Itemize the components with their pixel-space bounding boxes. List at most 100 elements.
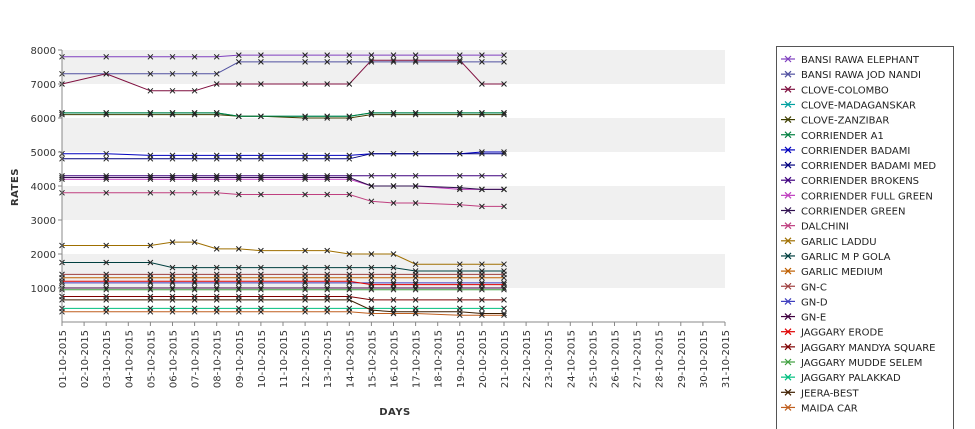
data-point <box>324 286 331 293</box>
data-point <box>479 286 485 293</box>
data-point <box>235 155 242 162</box>
data-point <box>258 264 264 271</box>
data-point <box>479 261 485 268</box>
data-point <box>324 308 331 315</box>
x-tick-label: 29-10-2015 <box>677 330 688 388</box>
axes: 1000 2000 3000 4000 5000 6000 7000 8000 01-10-20… <box>31 46 732 388</box>
x-tick-label: 16-10-2015 <box>390 330 401 388</box>
legend-marker <box>784 191 792 199</box>
data-point <box>191 174 198 181</box>
legend-marker <box>784 267 792 275</box>
x-tick-label: 13-10-2015 <box>323 330 334 388</box>
data-point <box>302 59 308 65</box>
data-point <box>147 286 154 293</box>
data-point <box>368 150 375 157</box>
data-point <box>302 81 308 87</box>
legend-item: JAGGARY PALAKKAD <box>781 373 901 384</box>
legend-item: GN-C <box>781 282 827 293</box>
legend-label: CORRIENDER BADAMI <box>801 146 910 157</box>
x-tick-label: 15-10-2015 <box>367 330 378 388</box>
data-point <box>456 271 463 278</box>
data-point <box>103 189 110 196</box>
data-point <box>324 191 331 198</box>
data-point <box>390 286 397 293</box>
legend-marker <box>784 313 792 320</box>
data-point <box>213 246 220 252</box>
x-axis-title: DAYS <box>379 407 411 418</box>
data-point <box>235 174 242 181</box>
series <box>59 174 507 193</box>
data-point <box>346 59 353 65</box>
legend-label: GARLIC MEDIUM <box>801 267 883 278</box>
legend-marker <box>784 222 792 230</box>
x-tick-label: 23-10-2015 <box>544 330 555 388</box>
data-point <box>479 312 485 319</box>
data-point <box>235 264 242 271</box>
x-tick-label: 27-10-2015 <box>633 330 644 388</box>
data-point <box>324 297 331 303</box>
data-point <box>258 278 264 285</box>
data-point <box>346 286 353 293</box>
data-point <box>169 286 176 293</box>
data-point <box>456 150 463 157</box>
data-point <box>191 297 198 303</box>
grid-band <box>62 152 725 186</box>
legend-marker <box>784 404 792 411</box>
data-point <box>368 52 375 58</box>
data-point <box>302 278 308 285</box>
data-point <box>368 251 375 257</box>
data-point <box>191 278 198 285</box>
data-point <box>191 308 198 315</box>
data-point <box>103 286 110 293</box>
data-point <box>390 297 397 303</box>
data-point <box>258 174 264 181</box>
data-point <box>302 247 308 254</box>
data-point <box>169 87 176 94</box>
data-point <box>456 57 463 64</box>
data-point <box>324 52 331 58</box>
data-point <box>213 189 220 196</box>
legend-item: GARLIC M P GOLA <box>781 252 891 263</box>
data-point <box>103 110 110 116</box>
data-point <box>368 110 375 116</box>
legend-marker <box>784 297 792 305</box>
data-point <box>456 52 463 58</box>
legend-item: GN-E <box>781 313 826 324</box>
data-point <box>346 155 353 162</box>
x-tick-label: 31-10-2015 <box>721 330 732 388</box>
data-point <box>169 271 176 278</box>
x-tick-label: 03-10-2015 <box>102 330 113 388</box>
data-point <box>368 271 375 278</box>
x-tick-label: 18-10-2015 <box>434 330 445 388</box>
data-point <box>324 81 331 87</box>
y-tick-label: 7000 <box>31 80 56 91</box>
data-point <box>191 110 198 116</box>
legend-label: CORRIENDER BROKENS <box>801 176 919 187</box>
legend-label: CORRIENDER FULL GREEN <box>801 191 933 202</box>
data-point <box>479 271 485 278</box>
y-tick-label: 6000 <box>31 114 56 125</box>
data-point <box>346 278 353 285</box>
data-point <box>169 278 176 285</box>
data-point <box>235 308 242 315</box>
legend-label: DALCHINI <box>801 222 849 233</box>
legend-marker <box>784 116 792 124</box>
data-point <box>412 52 419 58</box>
legend-label: GN-C <box>801 282 827 293</box>
data-point <box>213 155 220 162</box>
x-tick-label: 14-10-2015 <box>345 330 356 388</box>
legend-item: CLOVE-ZANZIBAR <box>781 116 889 127</box>
legend-marker <box>784 328 792 336</box>
data-point <box>412 271 419 278</box>
legend-label: CORRIENDER BADAMI MED <box>801 161 936 172</box>
x-tick-label: 20-10-2015 <box>478 330 489 388</box>
legend-marker <box>784 101 792 108</box>
data-point <box>302 297 308 303</box>
data-point <box>412 281 419 288</box>
data-point <box>235 52 242 58</box>
data-point <box>479 81 485 87</box>
data-point <box>103 259 110 266</box>
legend-label: CLOVE-MADAGANSKAR <box>801 100 916 111</box>
series <box>59 278 507 288</box>
legend-label: JEERA-BEST <box>800 388 860 399</box>
